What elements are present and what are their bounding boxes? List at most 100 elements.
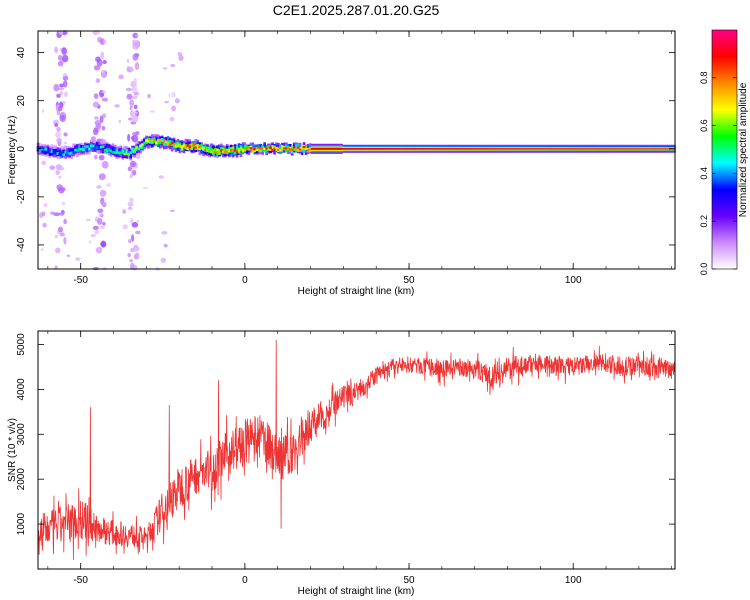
spectrogram-noise-blob <box>101 90 107 94</box>
spectrogram-ridge-cell <box>383 147 387 150</box>
spectrogram-y-label: Frequency (Hz) <box>7 116 18 185</box>
spectrogram-ridge-cell <box>359 147 363 150</box>
spectrogram-ridge-cell <box>285 146 288 150</box>
spectrogram-noise-blob <box>95 123 102 130</box>
spectrogram-ridge-cell <box>38 149 42 152</box>
spectrogram-ridge-cell <box>304 147 308 151</box>
spectrogram-ridge-cell <box>448 147 452 150</box>
spectrogram-ridge-cell <box>517 147 521 150</box>
spectrogram-ridge-cell <box>292 146 296 151</box>
spectrogram-noise-blob <box>129 174 133 179</box>
spectrogram-noise-blob <box>54 247 61 254</box>
spectrogram-noise-blob <box>64 91 69 98</box>
spectrogram-ridge-cell <box>643 147 647 150</box>
spectrogram-noise-blob <box>61 47 68 56</box>
spectrogram-ridge-cell <box>300 146 304 150</box>
spectrogram-x-tick-label: 0 <box>242 275 248 286</box>
spectrogram-ridge-cell <box>454 147 458 150</box>
colorbar-tick-label: 0.4 <box>699 167 709 180</box>
spectrogram-ridge-cell <box>428 147 432 150</box>
spectrogram-ridge-cell <box>164 140 168 144</box>
spectrogram-ridge-cell <box>606 147 609 150</box>
spectrogram-ridge-cell <box>417 147 420 150</box>
spectrogram-ridge-cell <box>184 146 188 149</box>
spectrogram-ridge-cell <box>342 147 345 150</box>
spectrogram-ridge-cell <box>393 147 396 150</box>
spectrogram-ridge-cell <box>361 147 365 150</box>
spectrogram-ridge-cell <box>617 147 621 150</box>
spectrogram-ridge-cell <box>95 146 99 149</box>
spectrogram-noise-blob <box>131 221 139 228</box>
colorbar-tick-label: 0.2 <box>699 215 709 228</box>
spectrogram-noise-blob <box>131 85 138 93</box>
spectrogram-ridge-cell <box>64 150 67 154</box>
spectrogram-ridge-cell <box>288 148 292 151</box>
spectrogram-noise-blob <box>86 218 91 222</box>
spectrogram-ridge-cell <box>629 147 633 150</box>
spectrogram-noise-blob <box>63 237 67 245</box>
spectrogram-ridge-cell <box>125 152 129 156</box>
spectrogram-noise-blob <box>130 160 137 168</box>
spectrogram-ridge-cell <box>257 146 261 149</box>
spectrogram-ridge-cell <box>458 147 462 150</box>
spectrogram-ridge-cell <box>328 147 331 150</box>
spectrogram-ridge-cell <box>651 147 655 150</box>
spectrogram-noise-blob <box>170 209 175 212</box>
spectrogram-noise-blob <box>57 167 65 171</box>
spectrogram-ridge-cell <box>395 147 398 150</box>
spectrogram-noise-blob <box>129 262 135 270</box>
spectrogram-ridge-cell <box>663 147 666 150</box>
spectrogram-ridge-cell <box>54 149 58 155</box>
spectrogram-ridge-cell <box>566 147 570 150</box>
spectrogram-ridge-cell <box>180 145 184 149</box>
spectrogram-noise-blob <box>122 209 126 214</box>
spectrogram-ridge-cell <box>212 149 215 152</box>
spectrogram-ridge-cell <box>273 145 276 150</box>
spectrogram-ridge-cell <box>308 148 312 151</box>
spectrogram-noise-blob <box>61 54 69 63</box>
spectrogram-noise-blob <box>133 104 138 110</box>
spectrogram-ridge-cell <box>89 144 93 148</box>
figure-title: C2E1.2025.287.01.20.G25 <box>273 2 440 18</box>
spectrogram-ridge-cell <box>535 147 538 150</box>
spectrogram-ridge-cell <box>139 144 142 148</box>
spectrogram-ridge-cell <box>330 147 333 150</box>
snr-x-label: Height of straight line (km) <box>298 586 415 597</box>
spectrogram-ridge-cell <box>129 151 132 155</box>
spectrogram-ridge-cell <box>373 147 377 150</box>
spectrogram-ridge-cell <box>509 147 513 150</box>
snr-y-tick-label: 5000 <box>16 333 27 356</box>
spectrogram-noise-blob <box>102 221 106 226</box>
spectrogram-ridge-cell <box>204 149 207 152</box>
spectrogram-ridge-cell <box>529 147 532 150</box>
spectrogram-ridge-cell <box>251 148 255 153</box>
spectrogram-ridge-cell <box>202 147 205 150</box>
spectrogram-ridge-cell <box>103 148 107 152</box>
spectrogram-ridge-cell <box>340 147 343 150</box>
spectrogram-noise-blob <box>92 225 99 231</box>
spectrogram-noise-blob <box>101 97 109 102</box>
spectrogram-noise-blob <box>169 116 175 122</box>
spectrogram-ridge-cell <box>411 147 414 150</box>
spectrogram-noise-blob <box>95 78 101 83</box>
spectrogram-ridge-cell <box>42 148 46 154</box>
spectrogram-ridge-cell <box>97 147 101 150</box>
spectrogram-ridge-cell <box>554 147 558 150</box>
spectrogram-noise-blob <box>133 91 140 96</box>
spectrogram-ridge-cell <box>216 149 219 156</box>
spectrogram-noise-blob <box>131 234 135 242</box>
spectrogram-noise-blob <box>49 165 56 170</box>
spectrogram-ridge-cell <box>531 147 534 150</box>
spectrogram-ridge-cell <box>655 147 659 150</box>
spectrogram-ridge-cell <box>610 147 613 150</box>
spectrogram-noise-blob <box>41 248 44 251</box>
spectrogram-ridge-cell <box>80 144 83 151</box>
spectrogram-ridge-cell <box>507 147 511 150</box>
spectrogram-ridge-cell <box>468 147 471 150</box>
spectrogram-noise-blob <box>134 62 140 70</box>
snr-y-tick-label: 3000 <box>16 423 27 446</box>
spectrogram-ridge-cell <box>273 148 276 151</box>
spectrogram-ridge-cell <box>470 147 473 150</box>
snr-x-tick-label: -50 <box>73 575 88 586</box>
spectrogram-ridge-cell <box>592 147 595 150</box>
